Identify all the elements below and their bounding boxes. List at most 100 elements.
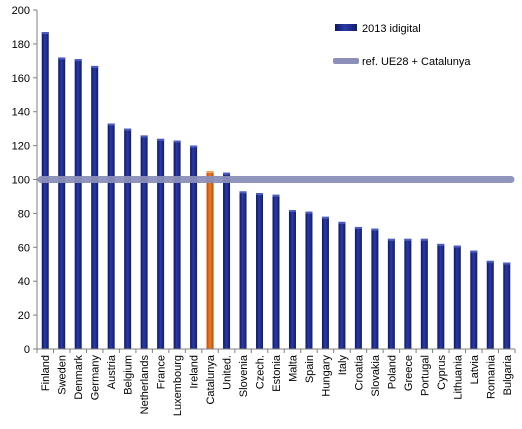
legend: 2013 idigital ref. UE28 + Catalunya [333,23,471,68]
bar-slovenia [239,191,247,349]
bar-cap [223,172,231,175]
bar-cap [404,238,412,241]
bar-hungary [321,216,329,349]
bar-slovakia [371,228,379,349]
bar-cap [420,238,428,241]
x-tick-label: Italy [337,355,349,376]
y-tick-label: 180 [12,39,30,51]
x-tick-label: Ireland [189,355,201,389]
x-tick-label: Germany [90,355,102,401]
x-tick-label: Croatia [353,354,365,390]
bar-france [157,138,165,349]
legend-label-line: ref. UE28 + Catalunya [362,56,471,68]
bar-cap [41,32,49,35]
y-tick-label: 20 [18,310,30,322]
bar-cap [206,171,214,174]
x-tick-label: Greece [403,355,415,391]
bar-cap [173,140,181,143]
y-tick-label: 120 [12,141,30,153]
bar-united [223,172,231,349]
bar-cap [272,194,280,197]
x-tick-label: Austria [106,354,118,389]
y-tick-label: 200 [12,5,30,17]
bar-cap [486,260,494,263]
bar-germany [91,65,99,349]
x-tick-label: Netherlands [139,355,151,415]
y-tick-label: 0 [24,344,30,356]
bar-cap [321,216,329,219]
bar-malta [288,210,296,349]
bar-cap [437,243,445,246]
bar-cap [288,210,296,213]
bar-netherlands [140,135,148,349]
x-tick-label: Sweden [57,355,69,395]
x-tick-label: Luxembourg [172,355,184,416]
bar-cap [338,221,346,224]
x-tick-label: Portugal [419,355,431,396]
bar-spain [305,211,313,349]
legend-swatch-line [333,58,359,64]
bar-belgium [124,128,132,349]
bar-cap [354,226,362,229]
legend-swatch-bars [335,24,357,31]
x-tick-label: Bulgaria [502,354,514,395]
bar-czech [256,193,264,349]
bar-cap [190,145,198,148]
bar-cap [140,135,148,138]
y-tick-label: 140 [12,107,30,119]
bar-cap [124,128,132,131]
x-tick-label: Spain [304,355,316,383]
y-tick-label: 80 [18,208,30,220]
bar-cap [74,59,82,62]
x-tick-label: Slovakia [370,354,382,396]
bar-cap [91,65,99,68]
x-tick-label: Lithuania [452,354,464,400]
bar-greece [404,238,412,349]
x-tick-label: United. [222,355,234,390]
bar-italy [338,221,346,349]
bars [41,32,511,350]
y-tick-label: 100 [12,175,30,187]
bar-latvia [470,250,478,349]
x-tick-label: Latvia [469,354,481,384]
bar-cap [371,228,379,231]
x-tick-label: Finland [40,355,52,391]
legend-label-bars: 2013 idigital [362,23,421,35]
x-tick-label: Denmark [73,355,85,400]
y-axis: 0 20 40 60 80 100 120 140 160 180 200 [12,5,38,356]
bar-cap [453,245,461,248]
x-tick-label: Romania [485,354,497,399]
x-tick-label: Belgium [123,355,135,395]
bar-ireland [190,145,198,349]
bar-bulgaria [503,262,511,349]
bar-cap [256,193,264,196]
bar-catalunya [206,171,214,349]
y-tick-label: 40 [18,276,30,288]
x-tick-label: France [156,355,168,389]
bar-cap [503,262,511,265]
x-tick-label: Czech. [255,355,267,389]
bar-cap [387,238,395,241]
bar-cap [107,123,115,126]
bar-estonia [272,194,280,349]
bar-cap [58,57,66,60]
x-tick-label: Malta [287,354,299,382]
bar-cap [470,250,478,253]
bar-portugal [420,238,428,349]
bar-cap [157,138,165,141]
y-tick-label: 160 [12,73,30,85]
x-tick-label: Slovenia [238,354,250,397]
bar-sweden [58,57,66,350]
x-tick-label: Hungary [320,355,332,397]
bar-denmark [74,59,82,349]
bar-luxembourg [173,140,181,349]
bar-croatia [354,226,362,349]
x-tick-label: Poland [386,355,398,389]
bar-cap [239,191,247,194]
x-tick-label: Cyprus [436,355,448,390]
bar-austria [107,123,115,349]
x-axis: Finland Sweden Denmark Germany Austria Belgiu… [36,348,516,416]
bar-lithuania [453,245,461,349]
bar-cap [305,211,313,214]
